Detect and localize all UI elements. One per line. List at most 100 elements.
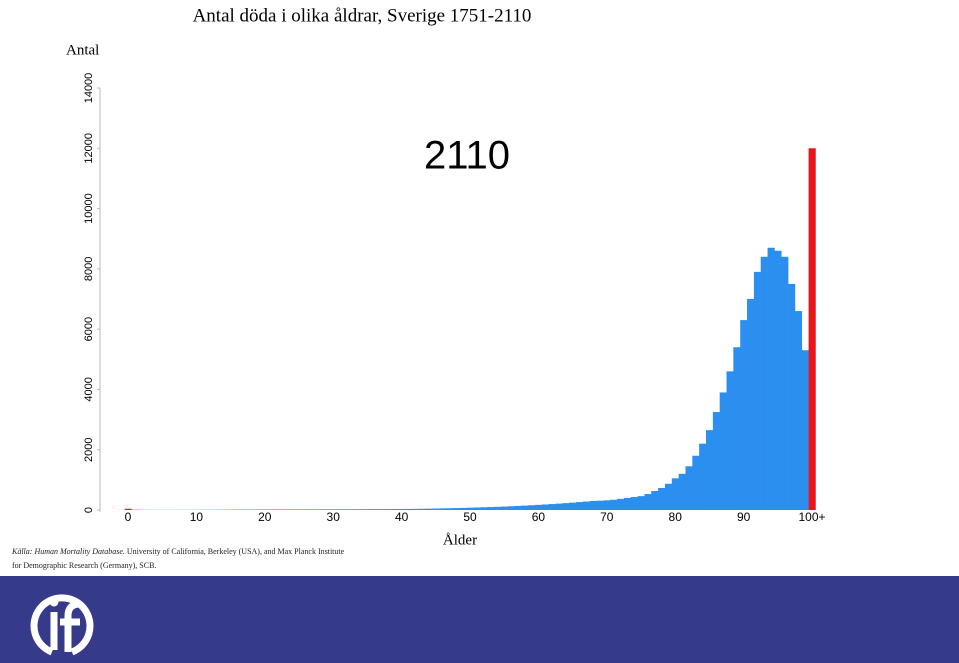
- year-annotation: 2110: [424, 134, 510, 178]
- bar: [439, 508, 447, 510]
- bar: [555, 503, 563, 510]
- y-tick-label: 8000: [83, 257, 95, 281]
- bar: [514, 505, 522, 510]
- bar: [692, 455, 700, 510]
- bar: [370, 509, 378, 510]
- bar: [617, 498, 625, 510]
- bar: [377, 509, 385, 510]
- bar: [747, 299, 755, 510]
- x-tick-label: 20: [258, 510, 272, 524]
- bar: [452, 508, 461, 510]
- bar: [781, 256, 789, 510]
- bar: [487, 507, 495, 510]
- bar: [719, 392, 727, 510]
- bar: [774, 250, 782, 510]
- bar: [288, 509, 296, 510]
- bar: [637, 496, 645, 510]
- bar: [596, 500, 604, 510]
- bar: [528, 505, 536, 510]
- source-italic: Källa: Human Mortality Database.: [12, 547, 125, 556]
- bar: [644, 494, 652, 510]
- bar: [281, 509, 290, 510]
- bar: [678, 473, 686, 510]
- y-tick-label: 12000: [83, 133, 95, 164]
- bar: [275, 509, 283, 510]
- bar: [364, 509, 372, 510]
- bar: [562, 503, 570, 510]
- logo: [30, 594, 94, 656]
- bar: [794, 311, 803, 510]
- bar: [671, 478, 679, 510]
- bar: [630, 497, 638, 510]
- bar: [398, 509, 406, 510]
- bar: [651, 491, 659, 510]
- bar: [473, 507, 481, 510]
- bar: [706, 430, 714, 510]
- source-note: Källa: Human Mortality Database. Univers…: [12, 545, 352, 573]
- bar: [343, 509, 351, 510]
- bar: [254, 509, 262, 510]
- x-tick-label: 30: [327, 510, 341, 524]
- x-tick-label: 90: [737, 510, 751, 524]
- bar: [336, 509, 344, 510]
- bar: [753, 271, 762, 510]
- bar: [541, 504, 549, 510]
- bar: [124, 508, 132, 510]
- bar: [685, 466, 693, 510]
- bar: [535, 504, 543, 510]
- y-axis-label: Antal: [66, 42, 99, 58]
- bar: [261, 509, 269, 510]
- footer-band: [0, 576, 959, 663]
- bar: [500, 506, 508, 510]
- bar: [268, 509, 276, 510]
- bar: [610, 499, 618, 510]
- bar: [801, 350, 809, 510]
- source-text: University of California, Berkeley (USA)…: [12, 547, 345, 570]
- bar: [466, 507, 474, 510]
- bar: [767, 247, 775, 510]
- y-tick-label: 10000: [83, 193, 95, 224]
- bar: [425, 508, 433, 510]
- bar: [350, 509, 358, 510]
- bar: [569, 502, 577, 510]
- bar: [548, 504, 556, 510]
- bar: [459, 507, 467, 510]
- bar: [329, 509, 337, 510]
- x-tick-label: 60: [532, 510, 546, 524]
- y-tick-label: 2000: [83, 437, 95, 461]
- bar: [576, 502, 584, 510]
- bar: [405, 508, 413, 510]
- bar: [808, 148, 816, 511]
- bar: [699, 443, 707, 510]
- bar: [521, 505, 529, 510]
- bar: [302, 509, 310, 510]
- logo-dot: [49, 597, 59, 607]
- y-tick-label: 14000: [83, 73, 95, 104]
- bar: [418, 508, 426, 510]
- x-tick-label: 40: [395, 510, 409, 524]
- bar: [788, 283, 796, 510]
- bar: [733, 347, 741, 510]
- bar: [316, 509, 324, 510]
- bar: [391, 509, 399, 510]
- chart-title: Antal döda i olika åldrar, Sverige 1751-…: [193, 5, 532, 26]
- x-tick-label: 0: [125, 510, 132, 524]
- y-tick-label: 6000: [83, 317, 95, 341]
- bar: [480, 507, 488, 510]
- x-tick-label: 80: [669, 510, 683, 524]
- bar: [658, 487, 666, 510]
- bar: [411, 508, 420, 510]
- bar: [432, 508, 440, 510]
- y-tick-label: 0: [83, 507, 95, 513]
- x-axis-label: Ålder: [443, 532, 477, 548]
- bar: [712, 412, 720, 510]
- bar: [446, 508, 454, 510]
- bar: [623, 497, 632, 510]
- bar: [589, 500, 597, 510]
- bar: [493, 506, 502, 510]
- bar: [760, 256, 768, 510]
- x-tick-label: 100+: [799, 510, 826, 524]
- bar: [322, 509, 331, 510]
